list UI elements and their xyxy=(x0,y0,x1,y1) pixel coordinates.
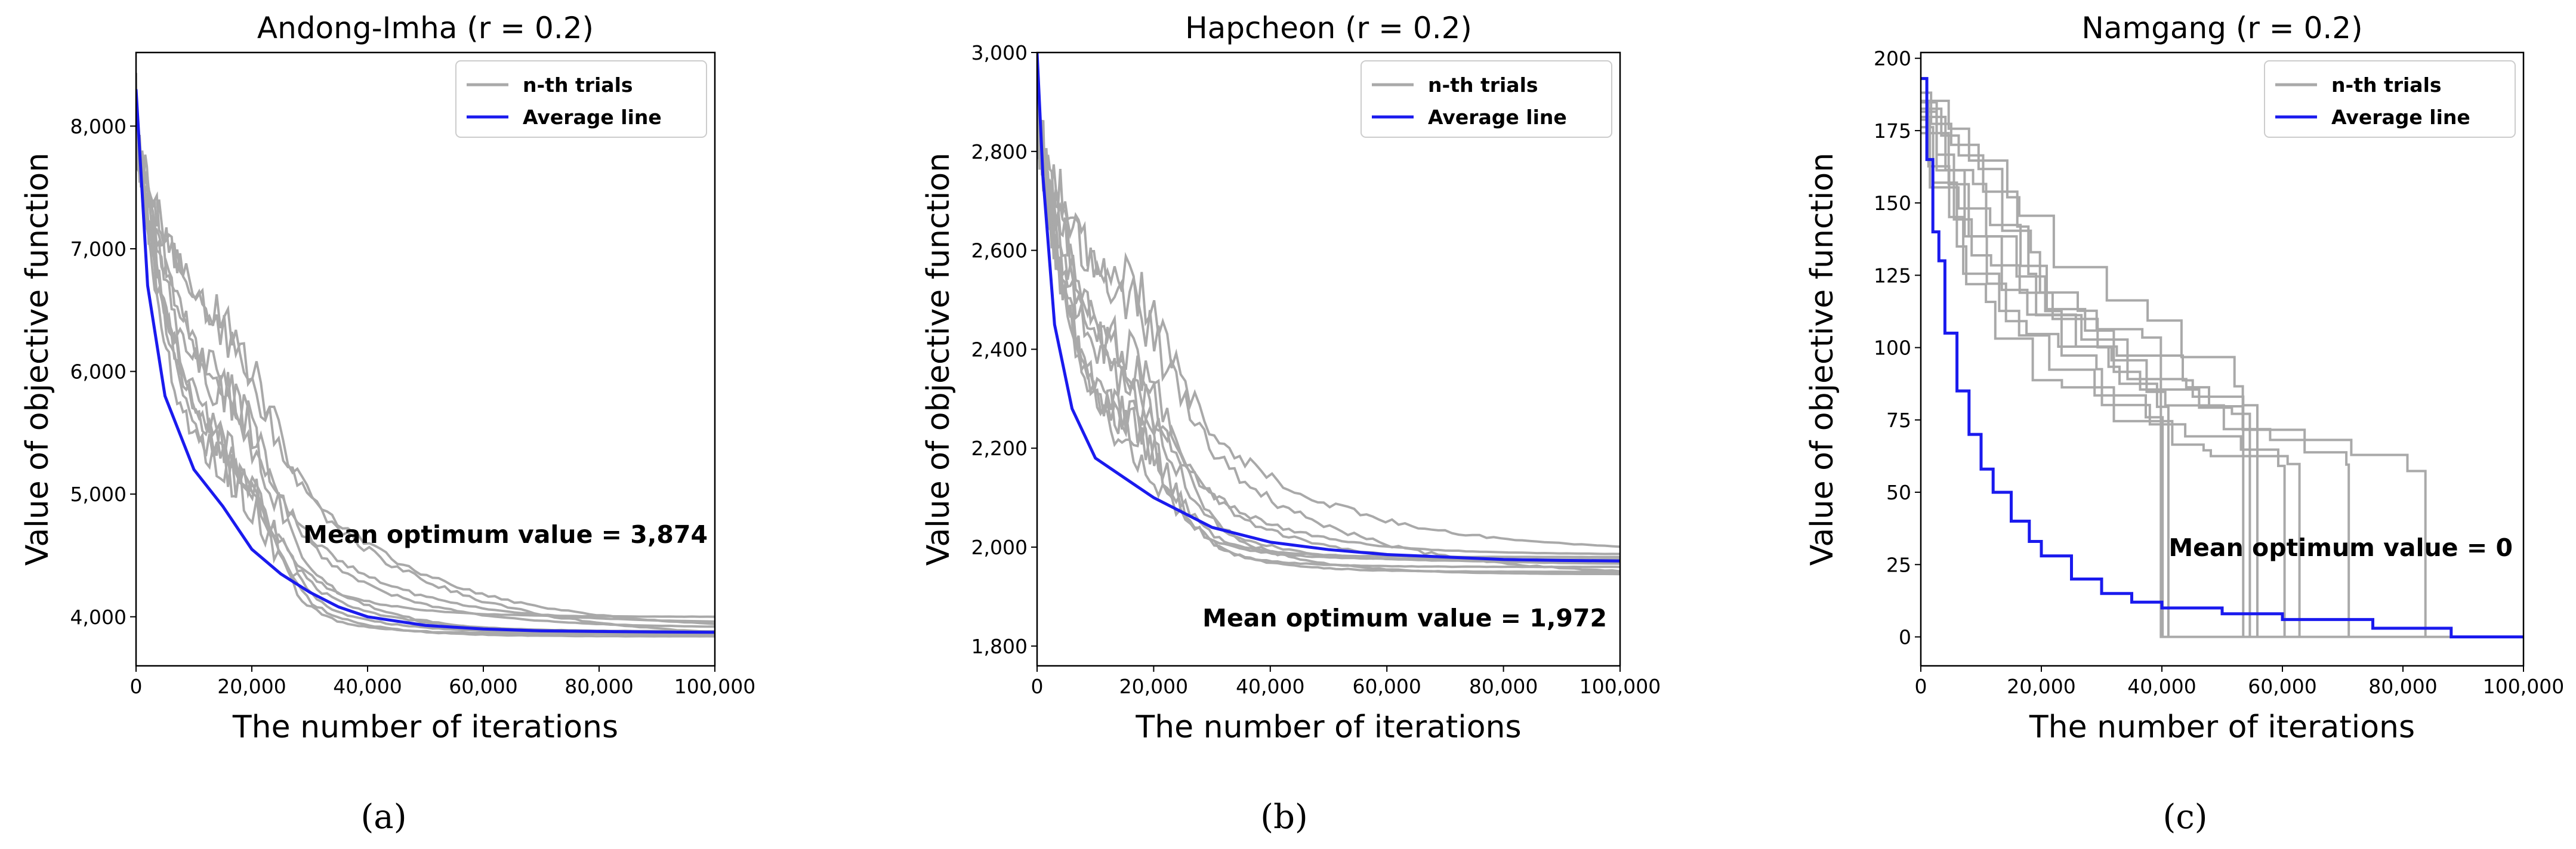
legend-label-average: Average line xyxy=(2331,106,2470,129)
trial-line-3 xyxy=(136,73,715,628)
x-axis-label: The number of iterations xyxy=(1135,709,1521,745)
trial-line-3 xyxy=(1921,132,2523,638)
chart-panel-3: 0 20,000 40,000 60,000 80,000 100,000 0 25 50 75 1… xyxy=(1804,11,2564,836)
trial-line-6 xyxy=(1921,110,2523,638)
trial-line-8 xyxy=(1921,126,2523,638)
legend: n-th trials Average line xyxy=(455,60,707,138)
plot-frame xyxy=(1036,51,1621,667)
y-tick-label: 2,400 xyxy=(971,338,1028,361)
average-line xyxy=(1037,53,1620,563)
legend: n-th trials Average line xyxy=(1361,60,1612,138)
trial-line-9 xyxy=(1921,100,2523,638)
y-axis-label: Value of objective function xyxy=(921,153,957,566)
x-tick-label: 80,000 xyxy=(2368,675,2437,698)
y-tick-label: 25 xyxy=(1886,553,1911,576)
y-tick-label: 125 xyxy=(1874,264,1911,287)
y-axis-label: Value of objective function xyxy=(20,153,55,566)
x-tick-label: 20,000 xyxy=(1119,675,1188,698)
mean-optimum-annotation: Mean optimum value = 3,874 xyxy=(303,520,708,549)
y-tick-label: 5,000 xyxy=(70,483,127,506)
y-tick-label: 2,800 xyxy=(971,140,1028,163)
y-tick-label: 3,000 xyxy=(971,41,1028,64)
trial-line-4 xyxy=(136,89,715,625)
legend-label-trials: n-th trials xyxy=(523,73,633,97)
average-line xyxy=(136,89,715,634)
plot-area xyxy=(1921,77,2523,638)
x-tick-label: 0 xyxy=(1031,675,1044,698)
x-tick-label: 40,000 xyxy=(333,675,402,698)
y-tick-label: 2,200 xyxy=(971,437,1028,460)
y-tick-label: 200 xyxy=(1874,47,1911,70)
plot-frame xyxy=(1920,51,2525,667)
x-tick-label: 60,000 xyxy=(449,675,517,698)
plot-area xyxy=(1037,53,1620,576)
plot-area xyxy=(136,73,715,638)
legend-box xyxy=(2264,60,2516,138)
y-tick-label: 150 xyxy=(1874,192,1911,215)
y-tick-label: 75 xyxy=(1886,409,1911,432)
y-tick-label: 7,000 xyxy=(70,237,127,261)
legend-label-trials: n-th trials xyxy=(1428,73,1538,97)
chart-title: Andong-Imha (r = 0.2) xyxy=(257,11,594,45)
trial-line-8 xyxy=(136,87,715,636)
x-axis-label: The number of iterations xyxy=(232,709,618,745)
x-tick-label: 20,000 xyxy=(2007,675,2075,698)
trial-line-7 xyxy=(1921,100,2523,638)
average-line xyxy=(1921,77,2523,638)
legend-box xyxy=(1361,60,1612,138)
chart-panel-1: 0 20,000 40,000 60,000 80,000 100,000 4,000 5,0… xyxy=(20,11,755,836)
y-tick-label: 8,000 xyxy=(70,115,127,138)
y-tick-label: 1,800 xyxy=(971,635,1028,658)
panel-caption: (a) xyxy=(360,798,406,836)
y-tick-label: 4,000 xyxy=(70,606,127,629)
trial-line-10 xyxy=(136,92,715,634)
x-tick-label: 0 xyxy=(1915,675,1927,698)
legend-box xyxy=(455,60,707,138)
y-tick-label: 2,600 xyxy=(971,239,1028,263)
y-tick-label: 6,000 xyxy=(70,360,127,384)
y-tick-label: 50 xyxy=(1886,481,1911,504)
x-tick-label: 20,000 xyxy=(217,675,286,698)
y-tick-label: 100 xyxy=(1874,336,1911,360)
x-tick-label: 40,000 xyxy=(2127,675,2196,698)
x-tick-label: 100,000 xyxy=(674,675,755,698)
legend-label-average: Average line xyxy=(523,106,662,129)
x-tick-label: 100,000 xyxy=(2483,675,2564,698)
chart-panel-2: 0 20,000 40,000 60,000 80,000 100,000 1,800 2,0… xyxy=(921,11,1661,836)
trial-line-5 xyxy=(1921,116,2523,638)
trial-line-10 xyxy=(1921,91,2523,638)
trial-line-2 xyxy=(136,103,715,623)
trial-line-5 xyxy=(136,98,715,633)
trial-line-9 xyxy=(136,95,715,638)
trial-line-6 xyxy=(136,106,715,634)
y-tick-label: 175 xyxy=(1874,119,1911,143)
panel-caption: (b) xyxy=(1260,798,1308,836)
y-axis-label: Value of objective function xyxy=(1804,153,1840,566)
x-tick-label: 80,000 xyxy=(564,675,633,698)
legend: n-th trials Average line xyxy=(2264,60,2516,138)
trial-line-1 xyxy=(1037,53,1620,548)
chart-title: Namgang (r = 0.2) xyxy=(2081,11,2362,45)
trial-line-4 xyxy=(1921,101,2523,638)
y-tick-label: 0 xyxy=(1899,626,1911,649)
trial-line-7 xyxy=(136,88,715,635)
x-tick-label: 80,000 xyxy=(1469,675,1538,698)
chart-title: Hapcheon (r = 0.2) xyxy=(1185,11,1472,45)
trial-line-9 xyxy=(1037,61,1620,576)
trial-line-10 xyxy=(1037,53,1620,573)
legend-label-average: Average line xyxy=(1428,106,1567,129)
x-axis-label: The number of iterations xyxy=(2029,709,2415,745)
legend-label-trials: n-th trials xyxy=(2331,73,2442,97)
plot-frame xyxy=(135,51,716,667)
x-tick-label: 60,000 xyxy=(2248,675,2316,698)
x-tick-label: 60,000 xyxy=(1352,675,1421,698)
y-tick-label: 2,000 xyxy=(971,536,1028,559)
x-tick-label: 40,000 xyxy=(1236,675,1304,698)
mean-optimum-annotation: Mean optimum value = 0 xyxy=(2168,533,2513,562)
x-tick-label: 0 xyxy=(130,675,143,698)
mean-optimum-annotation: Mean optimum value = 1,972 xyxy=(1202,604,1607,632)
panel-caption: (c) xyxy=(2162,798,2207,836)
x-tick-label: 100,000 xyxy=(1579,675,1661,698)
